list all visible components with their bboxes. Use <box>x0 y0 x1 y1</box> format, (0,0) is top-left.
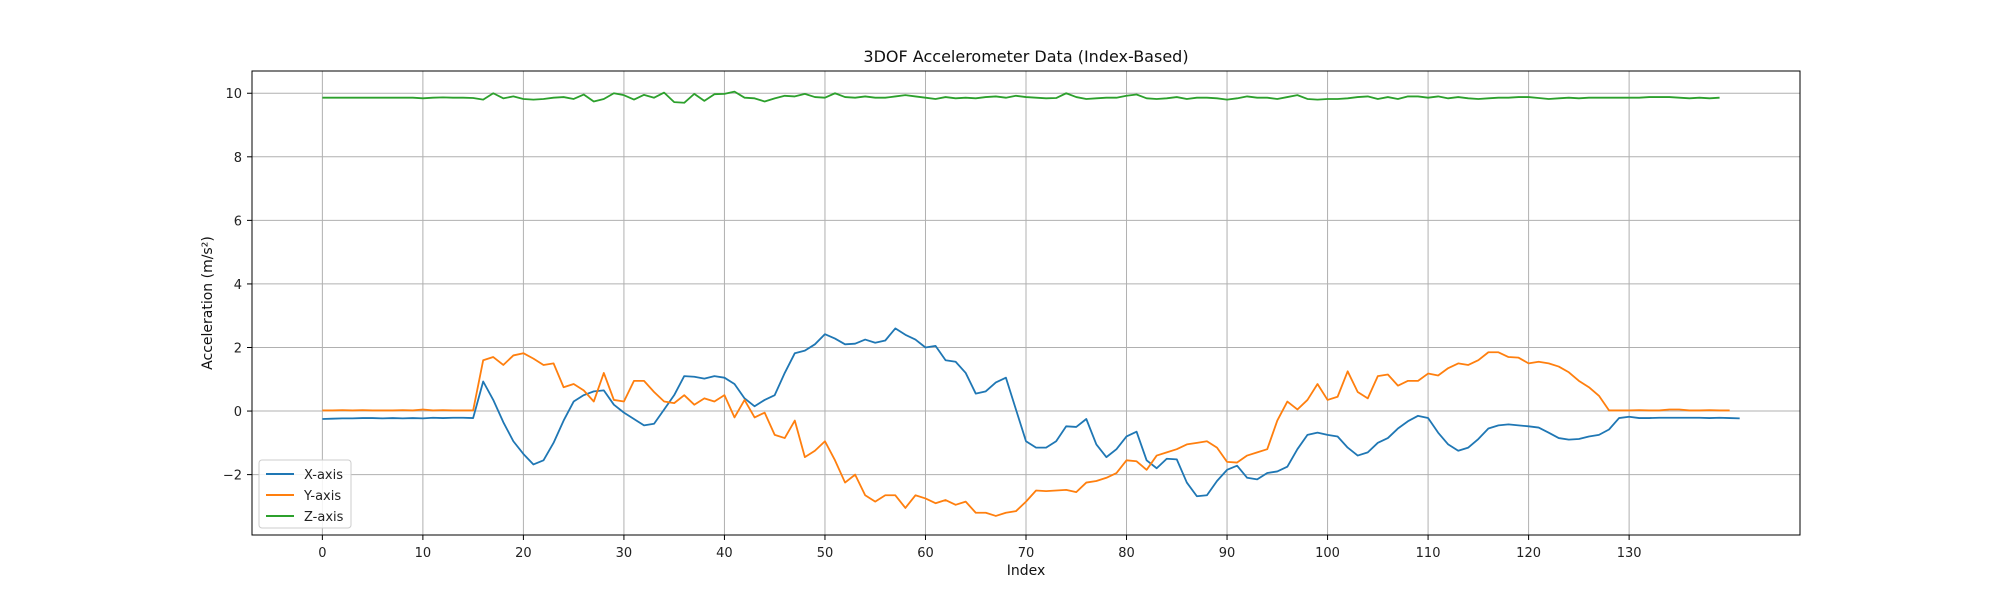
x-tick-label: 130 <box>1617 546 1642 561</box>
x-tick-label: 110 <box>1416 546 1441 561</box>
series-lines <box>322 90 1740 517</box>
x-tick-label: 30 <box>616 546 633 561</box>
x-tick-label: 70 <box>1018 546 1035 561</box>
axis-ticks: 0 10 20 30 40 50 60 70 80 90 100 110 120 130 −2 0 2 4 6 8 10 <box>223 87 1642 561</box>
x-tick-label: 10 <box>415 546 432 561</box>
y-tick-label: 4 <box>234 278 242 293</box>
chart-title: 3DOF Accelerometer Data (Index-Based) <box>863 47 1188 66</box>
y-tick-label: 10 <box>225 87 242 102</box>
x-tick-label: 90 <box>1219 546 1236 561</box>
series-line-z-axis <box>322 90 1720 104</box>
x-tick-label: 40 <box>716 546 733 561</box>
x-tick-label: 120 <box>1516 546 1541 561</box>
x-tick-label: 0 <box>318 546 326 561</box>
x-tick-label: 100 <box>1315 546 1340 561</box>
y-axis-title: Acceleration (m/s²) <box>200 236 216 370</box>
legend: X-axis Y-axis Z-axis <box>258 459 352 529</box>
legend-label: X-axis <box>304 468 343 483</box>
x-axis-title: Index <box>1007 563 1046 579</box>
x-tick-label: 20 <box>515 546 532 561</box>
x-tick-label: 60 <box>917 546 934 561</box>
legend-box <box>258 459 352 529</box>
y-tick-label: 2 <box>234 341 242 356</box>
series-line-y-axis <box>322 351 1730 517</box>
y-tick-label: 0 <box>234 405 242 420</box>
legend-label: Z-axis <box>304 510 344 525</box>
plot-frame <box>251 70 1801 536</box>
y-tick-label: 8 <box>234 151 242 166</box>
grid <box>252 71 1800 535</box>
y-tick-label: −2 <box>223 469 242 484</box>
legend-label: Y-axis <box>303 489 341 504</box>
y-tick-label: 6 <box>234 214 242 229</box>
x-tick-label: 80 <box>1118 546 1135 561</box>
x-tick-label: 50 <box>817 546 834 561</box>
series-line-x-axis <box>322 327 1740 498</box>
